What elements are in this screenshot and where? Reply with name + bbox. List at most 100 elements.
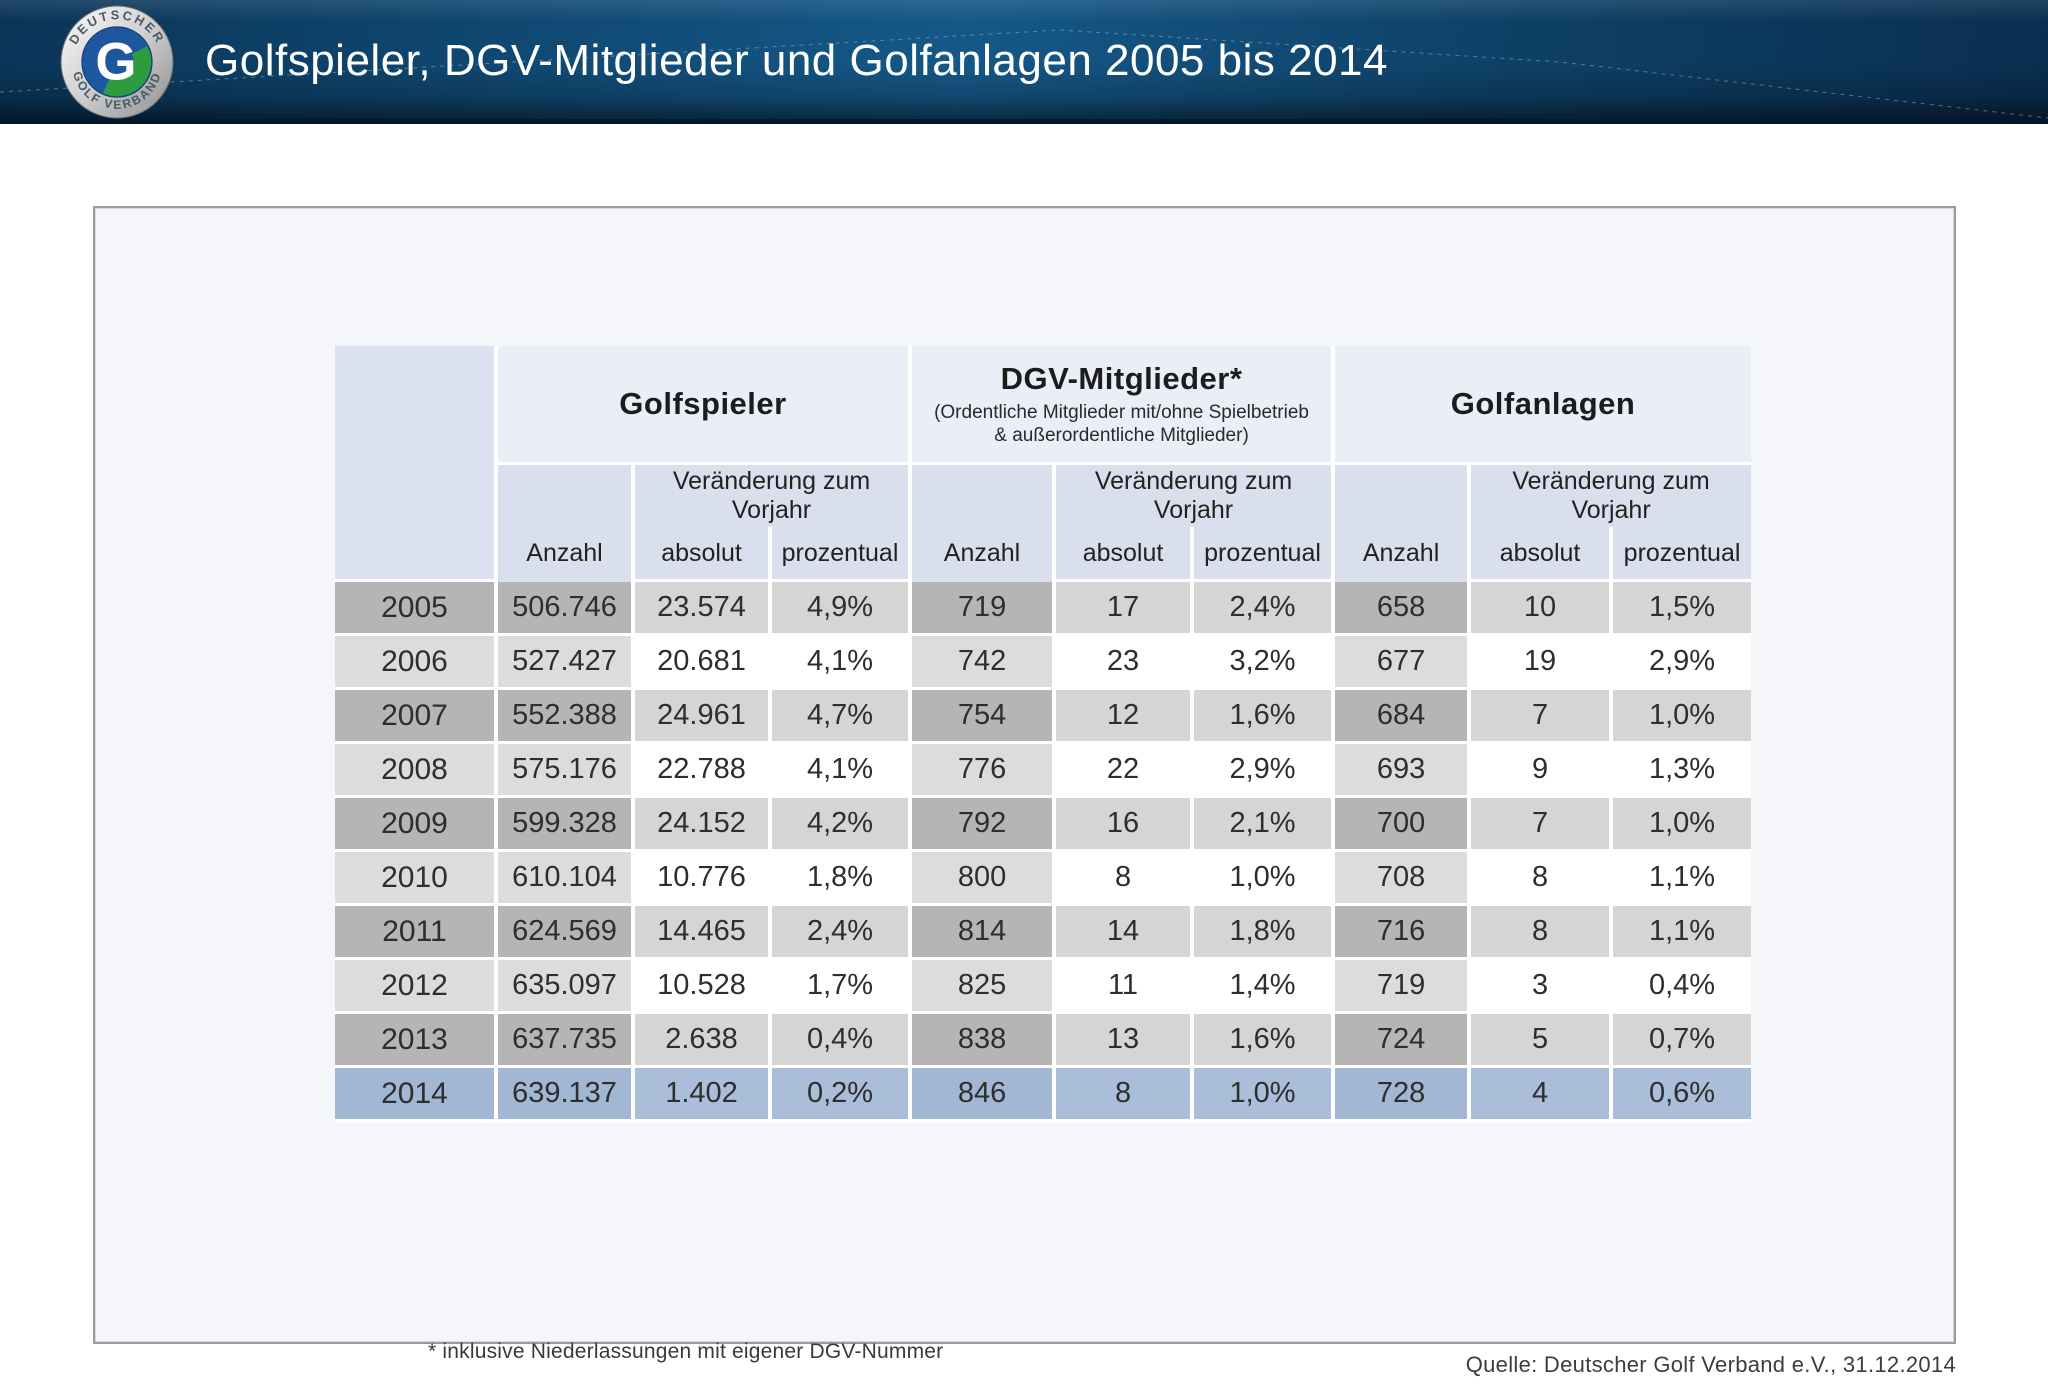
year-cell: 2014 [335,1068,498,1122]
group-header-golfanlagen: Golfanlagen [1335,346,1752,465]
value-cell: 1,8% [772,852,913,906]
source-caption: Quelle: Deutscher Golf Verband e.V., 31.… [1465,1352,1956,1377]
group-title: Golfspieler [619,386,787,421]
value-cell: 846 [912,1068,1057,1122]
value-cell: 16 [1056,798,1195,852]
table-row: 2006 527.427 20.681 4,1% 742 23 3,2% 677 19 2,9% [335,636,1752,690]
value-cell: 506.746 [498,582,635,636]
value-cell: 5 [1471,1014,1614,1068]
value-cell: 7 [1471,798,1614,852]
value-cell: 1,7% [772,960,913,1014]
value-cell: 1,5% [1613,582,1752,636]
value-cell: 776 [912,744,1057,798]
year-cell: 2007 [335,690,498,744]
value-cell: 22.788 [635,744,772,798]
value-cell: 728 [1335,1068,1472,1122]
value-cell: 1,0% [1194,852,1336,906]
year-cell: 2011 [335,906,498,960]
col-header-prozentual: prozentual [1613,527,1752,582]
value-cell: 1,4% [1194,960,1336,1014]
value-cell: 1,8% [1194,906,1336,960]
year-cell: 2006 [335,636,498,690]
value-cell: 0,6% [1613,1068,1752,1122]
value-cell: 0,2% [772,1068,913,1122]
group-subtitle: (Ordentliche Mitglieder mit/ohne Spielbe… [934,402,1309,446]
value-cell: 1,3% [1613,744,1752,798]
table-corner-cell [335,346,498,582]
value-cell: 1,1% [1613,852,1752,906]
value-cell: 719 [912,582,1057,636]
value-cell: 7 [1471,690,1614,744]
table-row: 2013 637.735 2.638 0,4% 838 13 1,6% 724 5 0,7% [335,1014,1752,1068]
col-header-absolut: absolut [1471,527,1614,582]
value-cell: 527.427 [498,636,635,690]
value-cell: 23.574 [635,582,772,636]
group-header-dgv-mitglieder: DGV-Mitglieder* (Ordentliche Mitglieder … [912,346,1336,465]
col-header-anzahl: Anzahl [1335,465,1472,582]
value-cell: 1,0% [1613,690,1752,744]
value-cell: 754 [912,690,1057,744]
group-header-golfspieler: Golfspieler [498,346,913,465]
value-cell: 8 [1056,1068,1195,1122]
value-cell: 13 [1056,1014,1195,1068]
value-cell: 0,4% [772,1014,913,1068]
value-cell: 4,1% [772,744,913,798]
value-cell: 4 [1471,1068,1614,1122]
year-cell: 2009 [335,798,498,852]
value-cell: 552.388 [498,690,635,744]
table-row: 2011 624.569 14.465 2,4% 814 14 1,8% 716 8 1,1% [335,906,1752,960]
value-cell: 4,7% [772,690,913,744]
value-cell: 742 [912,636,1057,690]
value-cell: 4,1% [772,636,913,690]
dgv-logo: G DEUTSCHER GOLF VERBAND [60,5,174,119]
table-row: 2010 610.104 10.776 1,8% 800 8 1,0% 708 8 1,1% [335,852,1752,906]
year-cell: 2013 [335,1014,498,1068]
table-row: 2008 575.176 22.788 4,1% 776 22 2,9% 693 9 1,3% [335,744,1752,798]
value-cell: 2,4% [1194,582,1336,636]
value-cell: 3 [1471,960,1614,1014]
value-cell: 825 [912,960,1057,1014]
year-cell: 2010 [335,852,498,906]
value-cell: 1,6% [1194,1014,1336,1068]
value-cell: 10.776 [635,852,772,906]
value-cell: 610.104 [498,852,635,906]
table-row: 2012 635.097 10.528 1,7% 825 11 1,4% 719 3 0,4% [335,960,1752,1014]
col-header-change: Veränderung zum Vorjahr [1056,465,1336,527]
table-row: 2005 506.746 23.574 4,9% 719 17 2,4% 658 10 1,5% [335,582,1752,636]
value-cell: 2,9% [1613,636,1752,690]
year-cell: 2005 [335,582,498,636]
value-cell: 9 [1471,744,1614,798]
col-header-change: Veränderung zum Vorjahr [635,465,913,527]
value-cell: 575.176 [498,744,635,798]
value-cell: 22 [1056,744,1195,798]
value-cell: 677 [1335,636,1472,690]
value-cell: 684 [1335,690,1472,744]
value-cell: 1.402 [635,1068,772,1122]
value-cell: 10 [1471,582,1614,636]
table-row: 2009 599.328 24.152 4,2% 792 16 2,1% 700 7 1,0% [335,798,1752,852]
statistics-table: Golfspieler DGV-Mitglieder* (Ordentliche… [335,346,1752,1122]
value-cell: 14.465 [635,906,772,960]
col-header-change: Veränderung zum Vorjahr [1471,465,1752,527]
value-cell: 724 [1335,1014,1472,1068]
value-cell: 24.152 [635,798,772,852]
content-card: Golfspieler DGV-Mitglieder* (Ordentliche… [93,206,1956,1363]
page-title: Golfspieler, DGV-Mitglieder und Golfanla… [205,36,1388,85]
value-cell: 708 [1335,852,1472,906]
table-row: 2007 552.388 24.961 4,7% 754 12 1,6% 684 7 1,0% [335,690,1752,744]
value-cell: 2,1% [1194,798,1336,852]
col-header-anzahl: Anzahl [912,465,1057,582]
col-header-absolut: absolut [1056,527,1195,582]
table-row: 2014 639.137 1.402 0,2% 846 8 1,0% 728 4 0,6% [335,1068,1752,1122]
value-cell: 14 [1056,906,1195,960]
col-header-anzahl: Anzahl [498,465,635,582]
value-cell: 0,4% [1613,960,1752,1014]
value-cell: 17 [1056,582,1195,636]
value-cell: 8 [1056,852,1195,906]
value-cell: 8 [1471,852,1614,906]
value-cell: 23 [1056,636,1195,690]
value-cell: 10.528 [635,960,772,1014]
value-cell: 838 [912,1014,1057,1068]
logo-letter: G [95,32,136,91]
value-cell: 12 [1056,690,1195,744]
